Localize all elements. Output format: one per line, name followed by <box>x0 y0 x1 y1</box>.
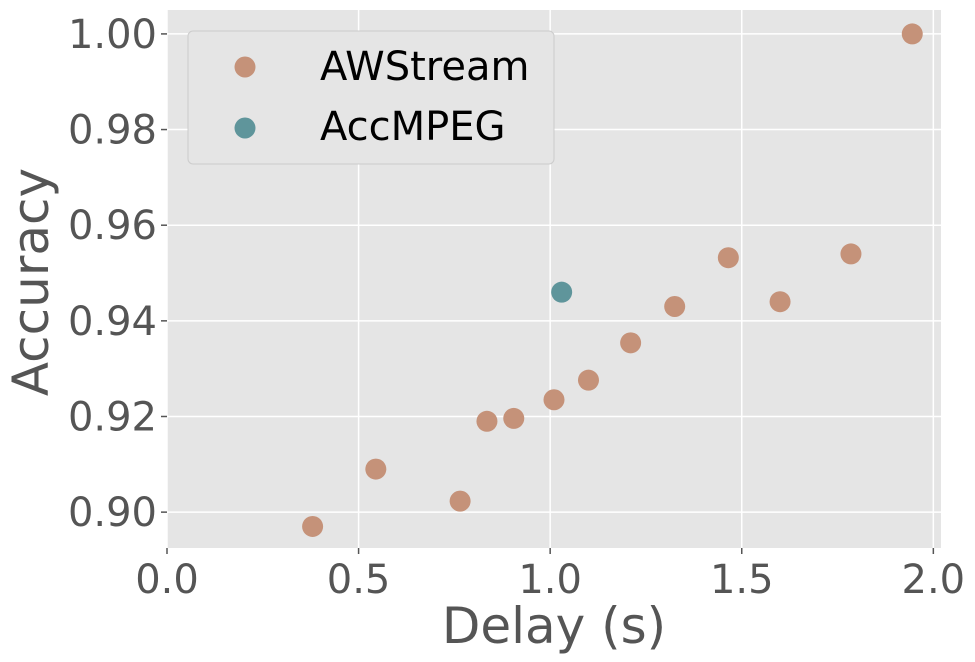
point-awstream <box>503 407 525 429</box>
point-awstream <box>365 458 387 480</box>
x-tick-label: 0.0 <box>135 557 199 603</box>
point-awstream <box>769 291 791 313</box>
legend: AWStream AccMPEG <box>187 30 555 165</box>
point-awstream <box>664 295 686 317</box>
x-axis-title: Delay (s) <box>442 597 666 655</box>
point-awstream <box>449 490 471 512</box>
x-tick-label: 1.0 <box>518 557 582 603</box>
legend-marker-accmpeg <box>234 117 256 139</box>
y-tick-label: 1.00 <box>68 12 157 58</box>
x-tick-label: 1.5 <box>710 557 774 603</box>
point-awstream <box>901 23 923 45</box>
x-tick-label: 2.0 <box>902 557 966 603</box>
point-awstream <box>620 332 642 354</box>
y-tick-label: 0.90 <box>68 490 157 536</box>
y-tick-label: 0.92 <box>68 394 157 440</box>
point-awstream <box>302 515 324 537</box>
tick-labels: 0.0 0.5 1.0 1.5 2.0 0.90 0.92 0.94 0.96 0.98 1.00 <box>68 12 965 603</box>
y-axis-title: Accuracy <box>2 168 60 396</box>
y-tick-label: 0.98 <box>68 108 157 154</box>
data-points <box>302 23 923 537</box>
legend-label-accmpeg: AccMPEG <box>320 104 506 150</box>
legend-box <box>187 30 555 165</box>
point-awstream <box>840 243 862 265</box>
point-accmpeg <box>551 281 573 303</box>
point-awstream <box>476 410 498 432</box>
x-tick-label: 0.5 <box>327 557 391 603</box>
point-awstream <box>577 369 599 391</box>
y-tick-label: 0.94 <box>68 299 157 345</box>
legend-label-awstream: AWStream <box>320 44 529 90</box>
point-awstream <box>543 389 565 411</box>
point-awstream <box>717 247 739 269</box>
legend-marker-awstream <box>234 56 256 78</box>
y-tick-label: 0.96 <box>68 203 157 249</box>
